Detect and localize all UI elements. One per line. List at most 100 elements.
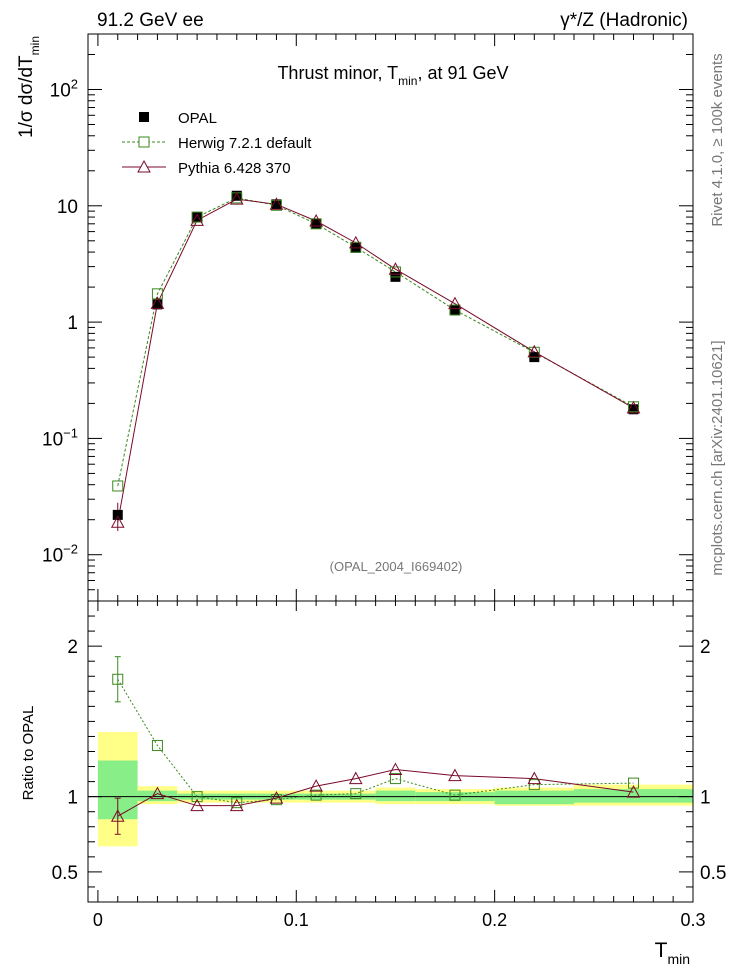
- main-line-herwig-7-2-1-default: [117, 197, 634, 487]
- main-point-opal: [192, 212, 203, 223]
- ratio-y-tick-label-right: 1: [700, 788, 711, 809]
- header-left: 91.2 GeV ee: [97, 10, 204, 31]
- ratio-point-pythia-6-428-370: [527, 771, 542, 785]
- ratio-point-herwig-7-2-1-default: [191, 791, 203, 803]
- ratio-point-pythia-6-428-370: [150, 786, 165, 800]
- chart-title: Thrust minor, Tmin, at 91 GeV: [277, 63, 508, 88]
- ratio-point-herwig-7-2-1-default: [449, 789, 461, 801]
- legend-entry-opal: OPAL: [139, 110, 217, 127]
- ratio-band-inner: [375, 790, 416, 802]
- ratio-point-pythia-6-428-370: [229, 798, 244, 812]
- ratio-frame: [87, 600, 694, 903]
- legend-marker-opal: [139, 112, 149, 122]
- ratio-y-tick-label-right: 2: [700, 637, 711, 658]
- analysis-watermark: (OPAL_2004_I669402): [330, 559, 463, 574]
- header-right: γ*/Z (Hadronic): [560, 10, 688, 31]
- y-axis-label-main: 1/σ dσ/dT: [16, 55, 37, 138]
- main-y-tick-label: 10−2: [42, 542, 78, 567]
- y-axis-label: 1/σ dσ/dTmin: [16, 36, 42, 138]
- main-point-pythia-6-428-370: [110, 515, 125, 528]
- main-point-herwig-7-2-1-default: [151, 288, 163, 300]
- x-axis-label-main: T: [655, 939, 668, 962]
- main-point-pythia-6-428-370: [527, 344, 542, 358]
- legend-label-herwig: Herwig 7.2.1 default: [178, 135, 312, 152]
- ratio-point-herwig-7-2-1-default: [389, 773, 401, 785]
- legend-marker-herwig: [138, 136, 150, 148]
- main-y-tick-label: 1: [67, 313, 78, 334]
- main-y-tick-label: 102: [50, 76, 78, 101]
- main-y-tick-label: 10−1: [42, 425, 78, 450]
- x-axis-label-subscript: min: [667, 951, 690, 967]
- ratio-point-pythia-6-428-370: [388, 762, 403, 776]
- ratio-point-pythia-6-428-370: [190, 798, 204, 812]
- mcplots-label: mcplots.cern.ch [arXiv:2401.10621]: [709, 340, 726, 575]
- title-subscript: min: [398, 74, 417, 88]
- main-point-herwig-7-2-1-default: [270, 199, 282, 211]
- main-point-pythia-6-428-370: [229, 192, 244, 205]
- main-point-opal: [271, 199, 282, 210]
- ratio-y-tick-label: 1: [67, 788, 78, 809]
- main-point-opal: [231, 190, 242, 201]
- x-axis-label: Tmin: [655, 939, 690, 967]
- ratio-band-inner: [573, 789, 693, 803]
- ratio-y-tick-label: 0.5: [52, 863, 78, 884]
- ratio-point-herwig-7-2-1-default: [270, 794, 282, 806]
- legend-entry-pythia: Pythia 6.428 370: [122, 159, 291, 177]
- main-point-opal: [112, 509, 123, 520]
- ratio-point-pythia-6-428-370: [626, 785, 641, 798]
- legend-label-pythia: Pythia 6.428 370: [178, 160, 291, 177]
- main-point-pythia-6-428-370: [448, 296, 462, 310]
- main-point-pythia-6-428-370: [626, 400, 641, 414]
- y-tick-base: 1: [67, 313, 78, 334]
- y-tick-exponent: 2: [71, 76, 78, 91]
- ratio-point-pythia-6-428-370: [309, 779, 323, 792]
- y-tick-base: 10: [57, 197, 78, 218]
- ratio-point-pythia-6-428-370: [448, 768, 462, 782]
- legend-label-opal: OPAL: [178, 110, 217, 127]
- main-point-opal: [449, 305, 460, 316]
- ratio-point-herwig-7-2-1-default: [151, 739, 163, 751]
- ratio-point-herwig-7-2-1-default: [231, 797, 243, 809]
- ratio-point-pythia-6-428-370: [269, 791, 284, 804]
- ratio-point-herwig-7-2-1-default: [627, 777, 639, 789]
- ratio-band-inner: [137, 790, 178, 802]
- main-point-pythia-6-428-370: [150, 296, 165, 309]
- main-point-herwig-7-2-1-default: [112, 480, 124, 492]
- ratio-point-herwig-7-2-1-default: [310, 789, 322, 801]
- x-tick-label: 0.1: [284, 910, 309, 930]
- ratio-y-axis-label: Ratio to OPAL: [20, 706, 37, 801]
- y-tick-base: 10: [50, 80, 71, 101]
- main-y-tick-label: 10: [57, 197, 78, 218]
- y-axis-label-subscript: min: [28, 36, 42, 55]
- main-point-opal: [628, 404, 639, 415]
- main-point-herwig-7-2-1-default: [449, 304, 461, 316]
- legend: OPAL Herwig 7.2.1 default Pythia 6.428 3…: [122, 110, 312, 177]
- ratio-uncertainty-bands: [88, 731, 693, 847]
- main-point-pythia-6-428-370: [309, 213, 323, 227]
- x-tick-label: 0.2: [482, 910, 507, 930]
- ratio-axes: 0 0.1 0.2 0.3 0.5 0.5 1 1 2 2: [52, 601, 726, 930]
- main-point-pythia-6-428-370: [269, 197, 284, 210]
- main-point-herwig-7-2-1-default: [191, 211, 203, 223]
- rivet-version-label: Rivet 4.1.0, ≥ 100k events: [709, 53, 726, 226]
- y-tick-exponent: −1: [63, 425, 78, 440]
- y-tick-base: 10: [42, 429, 63, 450]
- main-point-pythia-6-428-370: [190, 213, 204, 226]
- ratio-point-herwig-7-2-1-default: [528, 779, 540, 791]
- title-part-2: , at 91 GeV: [417, 63, 508, 83]
- ratio-point-herwig-7-2-1-default: [350, 788, 362, 800]
- ratio-point-herwig-7-2-1-default: [112, 673, 124, 685]
- x-tick-label: 0.3: [680, 910, 705, 930]
- legend-entry-herwig: Herwig 7.2.1 default: [122, 135, 312, 152]
- ratio-band-inner: [494, 790, 574, 805]
- legend-marker-pythia: [137, 159, 151, 173]
- title-part-1: Thrust minor, T: [277, 63, 398, 83]
- ratio-panel: 0 0.1 0.2 0.3 0.5 0.5 1 1 2 2 Ratio to OPAL Tmin: [20, 600, 726, 967]
- main-point-opal: [152, 299, 163, 310]
- ratio-series-layer: [110, 656, 641, 835]
- y-tick-exponent: −2: [63, 542, 78, 557]
- ratio-point-pythia-6-428-370: [348, 771, 363, 785]
